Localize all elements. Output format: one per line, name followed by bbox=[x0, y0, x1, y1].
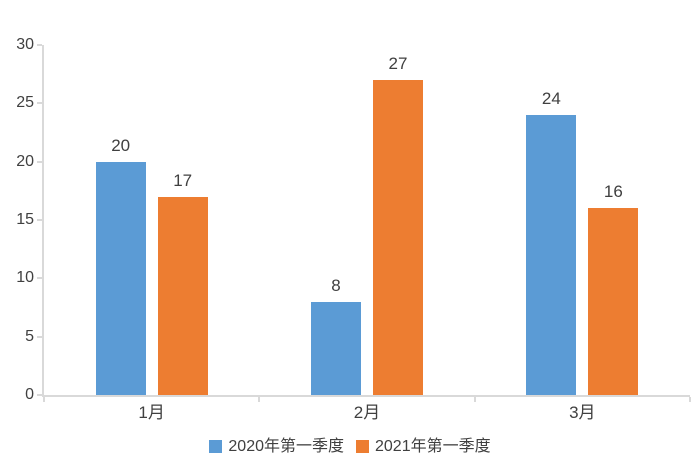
y-axis-tick bbox=[37, 102, 42, 105]
bar-2021年第一季度-1月 bbox=[157, 196, 208, 395]
legend-item: 2020年第一季度 bbox=[209, 437, 344, 456]
bar-value-label: 24 bbox=[541, 89, 561, 108]
y-axis-tick-label: 15 bbox=[16, 211, 34, 228]
bar-2020年第一季度-3月 bbox=[526, 115, 577, 395]
x-axis-tick bbox=[473, 397, 476, 402]
y-axis-tick bbox=[37, 160, 42, 163]
legend-swatch bbox=[356, 440, 369, 453]
legend-swatch bbox=[209, 440, 223, 453]
y-axis-tick-label: 20 bbox=[16, 152, 34, 170]
y-axis-tick bbox=[37, 219, 42, 221]
bar-2021年第一季度-2月 bbox=[373, 80, 423, 395]
legend-label: 2021年第一季度 bbox=[375, 438, 491, 455]
x-axis-line bbox=[42, 395, 690, 397]
bar-2020年第一季度-1月 bbox=[95, 161, 146, 395]
bar-value-label: 8 bbox=[331, 275, 341, 295]
x-axis-tick bbox=[43, 397, 45, 402]
bar-value-label: 17 bbox=[173, 170, 193, 190]
y-axis-tick bbox=[37, 44, 42, 46]
bar-2020年第一季度-2月 bbox=[311, 301, 361, 395]
y-axis-tick-label: 5 bbox=[25, 327, 34, 345]
y-axis-tick bbox=[37, 394, 42, 396]
legend: 2020年第一季度 2021年第一季度 bbox=[0, 437, 700, 456]
y-axis-tick bbox=[37, 277, 42, 280]
y-axis-tick-label: 25 bbox=[16, 94, 34, 112]
y-axis-tick-label: 30 bbox=[16, 36, 34, 53]
y-axis-line bbox=[42, 45, 44, 397]
bar-value-label: 20 bbox=[111, 135, 131, 155]
x-axis-tick bbox=[258, 397, 261, 402]
legend-item: 2021年第一季度 bbox=[356, 437, 491, 456]
bar-value-label: 16 bbox=[603, 182, 623, 202]
bar-value-label: 27 bbox=[388, 54, 408, 73]
x-axis-category-label: 2月 bbox=[353, 403, 381, 422]
y-axis-tick-label: 0 bbox=[25, 386, 34, 403]
bar-2021年第一季度-3月 bbox=[588, 208, 639, 395]
x-axis-tick bbox=[689, 397, 691, 402]
x-axis-category-label: 1月 bbox=[138, 403, 165, 422]
legend-label: 2020年第一季度 bbox=[228, 438, 344, 455]
y-axis-tick bbox=[37, 335, 42, 338]
x-axis-category-label: 3月 bbox=[569, 403, 596, 422]
y-axis-tick-label: 10 bbox=[16, 269, 34, 287]
